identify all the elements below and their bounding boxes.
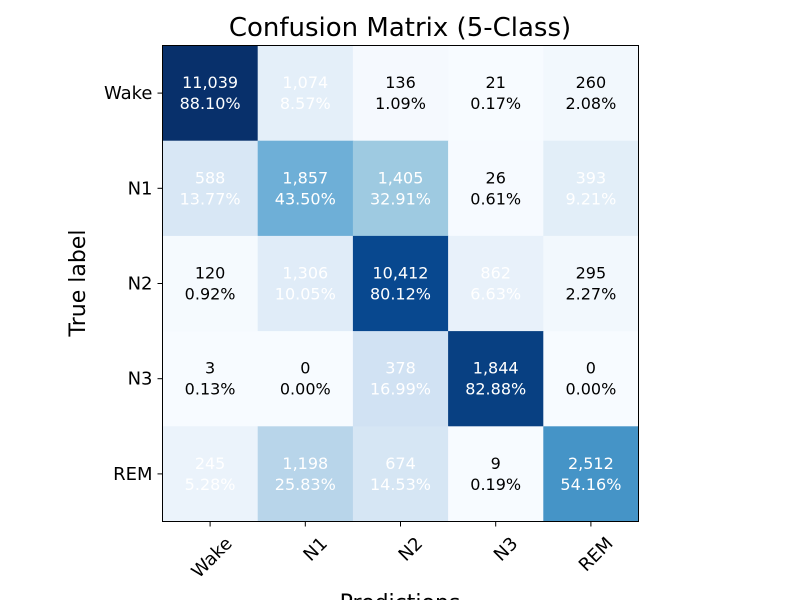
cell-percent-label: 10.05%: [275, 285, 336, 304]
cell-percent-label: 16.99%: [370, 380, 431, 399]
matrix-cell: [162, 140, 259, 237]
x-axis-label: Predictions: [340, 591, 461, 600]
y-tick-label: N2: [128, 274, 153, 295]
x-tick-label: REM: [575, 533, 618, 576]
matrix-cell: [257, 140, 354, 237]
matrix-cell: [352, 140, 449, 237]
matrix-cell: [162, 331, 259, 427]
matrix-cell: [448, 235, 544, 332]
matrix-cell: [448, 331, 544, 427]
cell-percent-label: 2.27%: [565, 285, 616, 304]
y-tick-label: Wake: [104, 83, 153, 104]
matrix-cell: [162, 45, 259, 142]
cell-count-label: 0: [586, 359, 596, 378]
matrix-cell: [448, 426, 544, 522]
cell-percent-label: 9.21%: [565, 189, 616, 208]
cell-percent-label: 14.53%: [370, 475, 431, 494]
x-axis-ticks: Wake N1 N2 N3 REM: [188, 521, 618, 582]
matrix-cell: [257, 331, 354, 427]
matrix-cell: [448, 45, 544, 142]
matrix-cells: [162, 45, 639, 522]
cell-percent-label: 13.77%: [180, 189, 241, 208]
cell-count-label: 1,405: [378, 168, 424, 187]
cell-percent-label: 5.28%: [185, 475, 236, 494]
cell-count-label: 120: [195, 264, 226, 283]
matrix-cell-labels: 11,03988.10%1,0748.57%1361.09%210.17%260…: [180, 73, 622, 494]
cell-percent-label: 25.83%: [275, 475, 336, 494]
x-tick-label: N2: [395, 533, 427, 565]
cell-percent-label: 43.50%: [275, 189, 336, 208]
cell-percent-label: 82.88%: [465, 380, 526, 399]
y-axis-ticks: Wake N1 N2 N3 REM: [104, 83, 163, 485]
matrix-cell: [162, 235, 259, 332]
cell-count-label: 1,198: [282, 454, 328, 473]
cell-percent-label: 2.08%: [565, 94, 616, 113]
x-tick-label: Wake: [188, 533, 237, 582]
y-tick-label: N3: [128, 369, 153, 390]
y-axis-label: True label: [66, 230, 91, 338]
y-tick-label: N1: [128, 178, 153, 199]
cell-count-label: 2,512: [568, 454, 614, 473]
cell-count-label: 3: [205, 359, 215, 378]
x-tick-label: N3: [490, 533, 522, 565]
cell-percent-label: 1.09%: [375, 94, 426, 113]
matrix-cell: [352, 235, 449, 332]
matrix-cell: [543, 426, 639, 522]
cell-count-label: 393: [576, 168, 607, 187]
y-tick-label: REM: [113, 464, 152, 485]
cell-percent-label: 88.10%: [180, 94, 241, 113]
cell-percent-label: 54.16%: [560, 475, 621, 494]
matrix-cell: [543, 331, 639, 427]
cell-count-label: 21: [486, 73, 506, 92]
cell-percent-label: 80.12%: [370, 285, 431, 304]
cell-count-label: 378: [385, 359, 416, 378]
cell-count-label: 10,412: [373, 264, 429, 283]
cell-count-label: 245: [195, 454, 226, 473]
matrix-cell: [543, 140, 639, 237]
cell-count-label: 674: [385, 454, 416, 473]
matrix-cell: [257, 45, 354, 142]
matrix-cell: [257, 426, 354, 522]
cell-count-label: 862: [480, 264, 511, 283]
chart-title: Confusion Matrix (5-Class): [229, 13, 571, 43]
matrix-cell: [257, 235, 354, 332]
cell-percent-label: 0.00%: [565, 380, 616, 399]
cell-percent-label: 6.63%: [470, 285, 521, 304]
cell-count-label: 11,039: [182, 73, 238, 92]
matrix-cell: [352, 426, 449, 522]
cell-percent-label: 8.57%: [280, 94, 331, 113]
matrix-cell: [162, 426, 259, 522]
cell-percent-label: 0.61%: [470, 189, 521, 208]
cell-count-label: 295: [576, 264, 607, 283]
x-tick-label: N1: [299, 533, 331, 565]
cell-count-label: 26: [486, 168, 506, 187]
cell-count-label: 260: [576, 73, 607, 92]
cell-percent-label: 0.00%: [280, 380, 331, 399]
cell-percent-label: 0.13%: [185, 380, 236, 399]
cell-percent-label: 0.92%: [185, 285, 236, 304]
cell-percent-label: 0.19%: [470, 475, 521, 494]
matrix-cell: [352, 331, 449, 427]
cell-count-label: 1,857: [282, 168, 328, 187]
cell-percent-label: 32.91%: [370, 189, 431, 208]
matrix-cell: [543, 235, 639, 332]
matrix-cell: [543, 45, 639, 142]
cell-percent-label: 0.17%: [470, 94, 521, 113]
cell-count-label: 1,306: [282, 264, 328, 283]
cell-count-label: 9: [491, 454, 501, 473]
cell-count-label: 1,844: [473, 359, 519, 378]
matrix-cell: [448, 140, 544, 237]
cell-count-label: 0: [300, 359, 310, 378]
cell-count-label: 136: [385, 73, 416, 92]
matrix-cell: [352, 45, 449, 142]
cell-count-label: 1,074: [282, 73, 328, 92]
cell-count-label: 588: [195, 168, 226, 187]
